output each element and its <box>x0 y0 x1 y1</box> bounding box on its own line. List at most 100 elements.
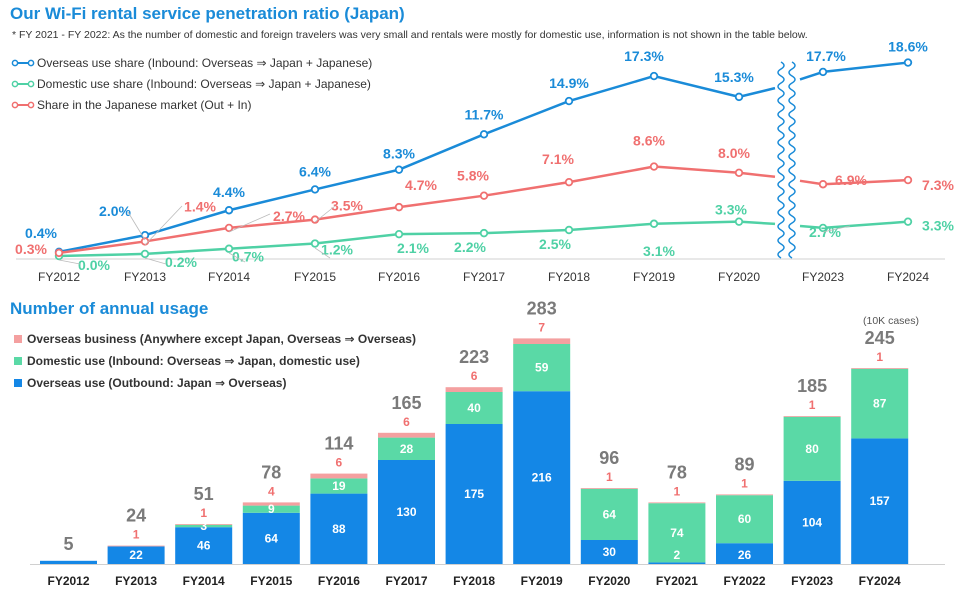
legend-marker-domestic-share <box>11 80 19 88</box>
data-label-outbound: 88 <box>332 522 346 536</box>
data-label-business: 4 <box>268 484 275 498</box>
data-label-outbound: 130 <box>396 505 416 519</box>
x-tick-label: FY2019 <box>633 270 675 284</box>
bar-segment-business <box>580 488 638 489</box>
total-label: 223 <box>459 347 489 367</box>
data-label-domestic-share: 3.3% <box>715 202 747 218</box>
data-label-outbound: 22 <box>129 548 143 562</box>
data-label-overseas-share: 11.7% <box>465 106 504 122</box>
data-label-overseas-share: 6.4% <box>299 163 331 179</box>
bar-segment-business <box>175 524 233 525</box>
bar-segment-business <box>648 502 706 504</box>
data-label-domestic-share: 2.7% <box>809 224 841 240</box>
bar-legend: Overseas business (Anywhere except Japan… <box>14 332 416 390</box>
label-leader-line <box>314 247 331 259</box>
data-label-domestic: 59 <box>535 361 549 375</box>
legend-label-market-share: Share in the Japanese market (Out + In) <box>37 98 251 112</box>
data-point-domestic-share <box>734 217 744 226</box>
bar-segment-outbound <box>310 493 368 564</box>
x-tick-label: FY2020 <box>718 270 760 284</box>
data-label-domestic-share: 0.2% <box>165 254 197 270</box>
bar-plot-area: 4522124463151649478881961141302861651754… <box>30 298 945 565</box>
data-point-domestic-share <box>479 228 489 238</box>
data-label-business: 7 <box>538 320 545 334</box>
bar-segment-outbound <box>107 546 165 564</box>
label-leader-line <box>58 259 81 265</box>
total-label: 78 <box>261 462 281 482</box>
data-point-market-share <box>818 180 828 189</box>
total-label: 165 <box>391 393 421 413</box>
bar-x-axis: FY2012 FY2013 FY2014 FY2015 FY2016 FY2017 FY20… <box>47 574 901 588</box>
bar-segment-domestic <box>175 524 233 528</box>
data-point-market-share <box>649 162 659 171</box>
data-label-domestic: 19 <box>332 479 346 493</box>
x-tick-label: FY2012 <box>38 270 80 284</box>
data-point-market-share <box>903 175 913 185</box>
x-tick-label: FY2014 <box>208 270 250 284</box>
data-label-overseas-share: 4.4% <box>213 184 245 200</box>
data-label-market-share: 0.3% <box>15 241 47 257</box>
legend-marker-domestic-share <box>27 80 35 88</box>
data-label-outbound: 157 <box>870 494 890 508</box>
data-label-market-share: 3.5% <box>331 198 363 214</box>
x-tick-label: FY2014 <box>183 574 225 588</box>
bar-segment-outbound <box>716 543 773 564</box>
data-label-outbound: 4 <box>65 548 72 562</box>
line-chart-note: * FY 2021 - FY 2022: As the number of do… <box>12 29 808 41</box>
data-point-market-share <box>224 223 234 233</box>
total-label: 51 <box>194 484 214 504</box>
legend-swatch-domestic <box>14 357 22 365</box>
legend-label-domestic: Domestic use (Inbound: Overseas ⇒ Japan,… <box>27 354 360 368</box>
label-leader-line <box>228 213 271 233</box>
data-point-overseas-share <box>818 67 828 77</box>
data-point-domestic-share <box>903 217 913 226</box>
data-point-market-share <box>734 168 744 177</box>
data-label-market-share: 8.6% <box>633 133 665 149</box>
line-chart-title: Our Wi-Fi rental service penetration rat… <box>10 4 405 23</box>
data-label-business: 1 <box>200 506 207 520</box>
bar-segment-business <box>513 338 571 344</box>
bar-segment-domestic <box>580 488 638 540</box>
series-line-market-share <box>822 178 909 186</box>
data-label-domestic: 3 <box>200 519 207 533</box>
x-tick-label: FY2018 <box>548 270 590 284</box>
bar-segment-outbound <box>445 424 503 564</box>
data-label-market-share: 1.4% <box>184 198 216 214</box>
bar-unit-label: (10K cases) <box>863 315 919 327</box>
axis-break-line <box>788 61 796 259</box>
bar-segment-business <box>851 368 909 369</box>
x-tick-label: FY2018 <box>453 574 495 588</box>
data-label-business: 6 <box>336 456 343 470</box>
data-label-overseas-share: 15.3% <box>714 69 754 85</box>
legend-marker-overseas-share <box>11 59 19 67</box>
data-label-business: 1 <box>741 476 748 490</box>
data-point-market-share <box>54 248 64 258</box>
bar-segment-outbound <box>580 540 638 564</box>
x-tick-label: FY2022 <box>723 574 765 588</box>
data-label-outbound: 30 <box>603 545 617 559</box>
axis-break-line <box>777 61 785 259</box>
data-point-overseas-share <box>903 58 913 67</box>
bar-segment-domestic <box>242 505 300 513</box>
data-point-market-share <box>479 191 489 200</box>
legend-label-outbound: Overseas use (Outbound: Japan ⇒ Overseas… <box>27 376 286 390</box>
data-label-domestic-share: 2.2% <box>454 239 486 255</box>
x-tick-label: FY2015 <box>294 270 336 284</box>
x-tick-label: FY2020 <box>588 574 630 588</box>
data-label-outbound: 2 <box>674 548 681 562</box>
bar-segment-outbound <box>40 560 97 564</box>
data-label-market-share: 6.9% <box>835 172 867 188</box>
data-label-domestic-share: 2.1% <box>397 240 429 256</box>
line-legend: Overseas use share (Inbound: Overseas ⇒ … <box>11 56 372 112</box>
series-line-domestic-share <box>822 220 909 230</box>
label-leader-line <box>127 211 146 241</box>
bar-segment-outbound <box>783 480 841 564</box>
total-label: 24 <box>126 506 146 526</box>
data-label-market-share: 2.7% <box>273 208 305 224</box>
data-label-market-share: 4.7% <box>405 177 437 193</box>
legend-label-domestic-share: Domestic use share (Inbound: Overseas ⇒ … <box>37 77 371 91</box>
data-label-overseas-share: 14.9% <box>549 75 589 91</box>
data-point-domestic-share <box>140 249 150 259</box>
x-tick-label: FY2023 <box>791 574 833 588</box>
data-label-overseas-share: 8.3% <box>383 146 415 162</box>
